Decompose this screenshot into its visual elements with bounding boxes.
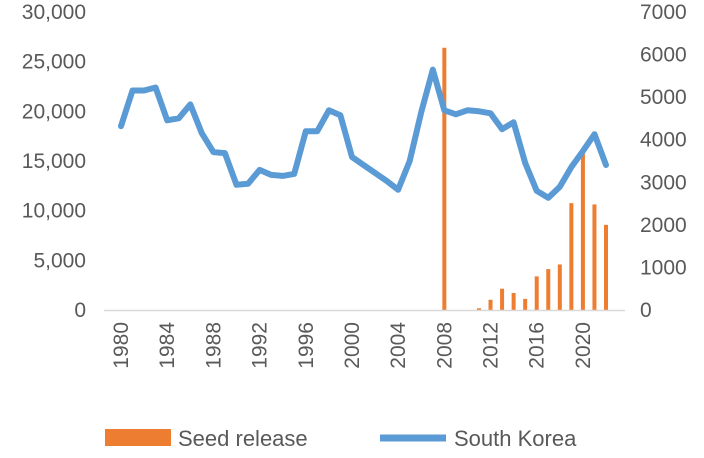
x-tick-label: 1984 <box>156 322 179 369</box>
x-tick-label: 2008 <box>433 322 456 369</box>
left-tick-label: 25,000 <box>22 51 86 74</box>
seed-release-bar <box>604 224 608 310</box>
seed-release-bar <box>592 204 597 310</box>
south-korea-line <box>118 66 609 201</box>
x-tick-label: 1992 <box>249 322 272 369</box>
seed-release-bar <box>580 149 585 310</box>
x-tick-label: 2012 <box>480 322 503 369</box>
legend-south-korea-label: South Korea <box>454 426 577 451</box>
left-tick-label: 0 <box>74 299 86 322</box>
right-tick-label: 3000 <box>640 171 687 194</box>
left-tick-label: 15,000 <box>22 150 86 173</box>
x-tick-label: 2000 <box>341 322 364 369</box>
x-axis: 1980 1984 1988 1992 1996 2000 2004 2008 2012 2016… <box>104 309 625 369</box>
seed-release-bar <box>488 299 493 310</box>
seed-release-bar <box>569 203 574 310</box>
left-axis: 0 5,000 10,000 15,000 20,000 25,000 30,000 <box>22 1 86 322</box>
seed-release-bar <box>534 276 539 310</box>
x-tick-label: 2016 <box>526 322 549 369</box>
right-tick-label: 0 <box>640 299 652 322</box>
x-tick-label: 1988 <box>202 322 225 369</box>
seed-release-bars <box>442 47 608 310</box>
right-tick-label: 7000 <box>640 1 687 24</box>
south-korea-line-path <box>118 66 609 201</box>
left-tick-label: 30,000 <box>22 1 86 24</box>
legend: Seed release South Korea <box>105 426 577 451</box>
right-axis: 0 1000 2000 3000 4000 5000 6000 7000 <box>640 1 687 322</box>
right-tick-label: 4000 <box>640 129 687 152</box>
legend-seed-release-swatch <box>105 429 171 446</box>
left-tick-label: 20,000 <box>22 100 86 123</box>
right-tick-label: 5000 <box>640 86 687 109</box>
seed-release-bar <box>546 269 551 310</box>
right-tick-label: 1000 <box>640 256 687 279</box>
legend-seed-release-label: Seed release <box>178 426 308 451</box>
x-tick-label: 2004 <box>387 322 410 369</box>
left-tick-label: 10,000 <box>22 200 86 223</box>
seed-release-bar <box>500 288 505 310</box>
x-tick-label: 1980 <box>110 322 133 369</box>
x-tick-label: 1996 <box>295 322 318 369</box>
seed-release-bar <box>523 298 528 310</box>
seed-release-bar <box>442 47 447 310</box>
seed-release-bar <box>511 292 516 310</box>
x-tick-label: 2020 <box>572 322 595 369</box>
right-tick-label: 6000 <box>640 44 687 67</box>
left-tick-label: 5,000 <box>33 249 86 272</box>
right-tick-label: 2000 <box>640 214 687 237</box>
seed-release-bar <box>476 308 481 310</box>
seed-release-bar <box>557 264 562 310</box>
